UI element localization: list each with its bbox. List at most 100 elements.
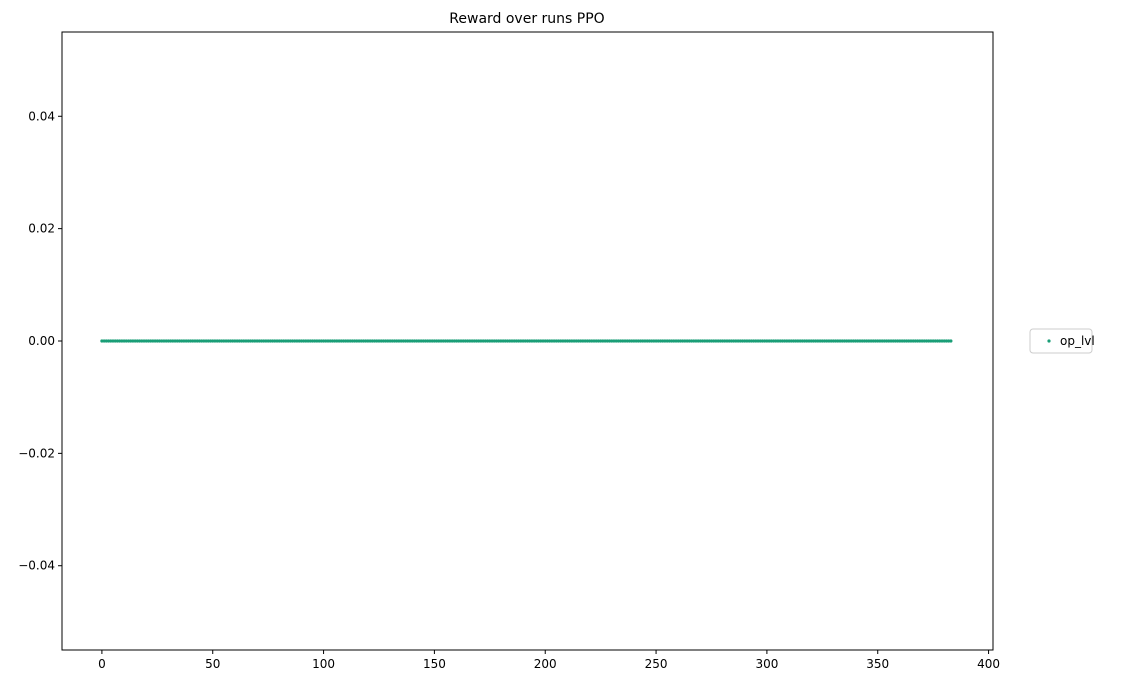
data-point <box>780 339 785 343</box>
data-point <box>468 339 472 343</box>
data-point <box>630 339 634 343</box>
data-point <box>758 339 762 343</box>
data-point <box>259 339 264 343</box>
data-point <box>410 339 414 343</box>
data-point <box>381 339 386 343</box>
data-point <box>931 339 935 343</box>
data-point <box>200 339 204 343</box>
data-point <box>392 339 397 343</box>
data-point <box>898 339 902 343</box>
x-tick-label: 300 <box>755 657 778 671</box>
data-point <box>851 339 855 343</box>
y-tick-label: −0.02 <box>18 446 55 460</box>
data-point <box>519 339 523 343</box>
data-point <box>290 339 295 343</box>
data-point <box>778 339 782 343</box>
data-point <box>421 339 425 343</box>
data-point <box>142 339 146 343</box>
data-point <box>228 339 233 343</box>
data-point <box>774 339 778 343</box>
data-point <box>326 339 330 343</box>
data-point <box>113 339 117 343</box>
data-point <box>603 339 607 343</box>
data-point <box>776 339 780 343</box>
data-point <box>151 339 155 343</box>
data-point <box>177 339 182 343</box>
data-point <box>760 339 765 343</box>
data-point <box>457 339 461 343</box>
data-point <box>596 339 601 343</box>
data-point <box>166 339 170 343</box>
data-point <box>543 339 547 343</box>
data-point <box>882 339 886 343</box>
data-point <box>643 339 647 343</box>
data-point <box>661 339 665 343</box>
data-point <box>689 339 694 343</box>
data-point <box>754 339 758 343</box>
data-point <box>217 339 221 343</box>
data-point <box>437 339 441 343</box>
data-point <box>120 339 124 343</box>
data-point <box>388 339 392 343</box>
data-point <box>324 339 328 343</box>
data-point <box>902 339 906 343</box>
data-point <box>514 339 519 343</box>
data-point <box>463 339 468 343</box>
data-point <box>251 339 255 343</box>
data-point <box>938 339 942 343</box>
data-point <box>319 339 323 343</box>
data-point <box>873 339 878 343</box>
data-point <box>137 339 142 343</box>
data-point <box>734 339 738 343</box>
data-point <box>492 339 496 343</box>
data-point <box>375 339 379 343</box>
data-point <box>554 339 558 343</box>
data-point <box>193 339 197 343</box>
data-point <box>579 339 583 343</box>
data-point <box>822 339 827 343</box>
data-point <box>536 339 541 343</box>
data-point <box>262 339 266 343</box>
data-point <box>399 339 403 343</box>
data-point <box>525 339 530 343</box>
data-point <box>856 339 860 343</box>
data-point <box>277 339 281 343</box>
data-point <box>126 339 131 343</box>
data-point <box>738 339 742 343</box>
data-point <box>339 339 343 343</box>
data-point <box>674 339 678 343</box>
data-point <box>858 339 862 343</box>
data-point <box>359 339 363 343</box>
data-point <box>448 339 452 343</box>
data-point <box>862 339 867 343</box>
data-point <box>317 339 321 343</box>
data-point <box>446 339 450 343</box>
data-point <box>454 339 459 343</box>
data-point <box>215 339 219 343</box>
data-point <box>687 339 691 343</box>
data-point <box>647 339 652 343</box>
data-point <box>893 339 898 343</box>
data-point <box>645 339 649 343</box>
data-point <box>173 339 177 343</box>
data-point <box>565 339 570 343</box>
data-point <box>621 339 625 343</box>
data-point <box>366 339 370 343</box>
data-point <box>288 339 292 343</box>
data-point <box>472 339 476 343</box>
data-point <box>452 339 456 343</box>
data-point <box>282 339 286 343</box>
data-point <box>747 339 751 343</box>
data-point <box>568 339 572 343</box>
data-point <box>763 339 767 343</box>
data-point <box>273 339 277 343</box>
data-point <box>231 339 235 343</box>
data-point <box>244 339 248 343</box>
data-point <box>587 339 592 343</box>
data-point <box>583 339 587 343</box>
data-point <box>654 339 658 343</box>
y-tick-label: 0.02 <box>28 222 55 236</box>
data-point <box>144 339 148 343</box>
data-point <box>377 339 381 343</box>
data-point <box>308 339 312 343</box>
